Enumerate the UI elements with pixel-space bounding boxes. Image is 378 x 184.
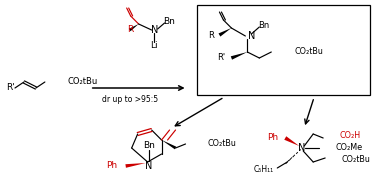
Text: C₅H₁₁: C₅H₁₁ bbox=[253, 165, 273, 174]
Text: N: N bbox=[145, 161, 152, 171]
Polygon shape bbox=[129, 24, 139, 31]
Text: CO₂Me: CO₂Me bbox=[335, 144, 362, 153]
Text: Bn: Bn bbox=[143, 141, 155, 149]
Text: CO₂tBu: CO₂tBu bbox=[68, 77, 98, 86]
Text: N: N bbox=[297, 143, 305, 153]
Text: N: N bbox=[151, 25, 158, 35]
Text: Bn: Bn bbox=[163, 17, 175, 26]
Text: R': R' bbox=[6, 84, 15, 93]
Text: R: R bbox=[127, 26, 134, 35]
Polygon shape bbox=[284, 136, 299, 146]
Text: Ph: Ph bbox=[267, 134, 278, 142]
Text: Bn: Bn bbox=[258, 20, 269, 29]
Text: dr up to >95:5: dr up to >95:5 bbox=[102, 95, 158, 103]
Polygon shape bbox=[125, 163, 146, 168]
Text: CO₂tBu: CO₂tBu bbox=[294, 47, 323, 56]
Text: CO₂tBu: CO₂tBu bbox=[208, 139, 236, 148]
Polygon shape bbox=[218, 28, 231, 37]
Text: Ph: Ph bbox=[107, 162, 118, 171]
Text: Li: Li bbox=[150, 42, 157, 50]
Text: R: R bbox=[209, 31, 214, 40]
Text: CO₂tBu: CO₂tBu bbox=[341, 155, 370, 164]
Bar bbox=[197, 5, 370, 95]
Text: CO₂H: CO₂H bbox=[339, 132, 360, 141]
Text: N: N bbox=[248, 31, 256, 41]
Polygon shape bbox=[231, 52, 247, 60]
Text: R': R' bbox=[217, 54, 225, 63]
Polygon shape bbox=[161, 140, 176, 149]
